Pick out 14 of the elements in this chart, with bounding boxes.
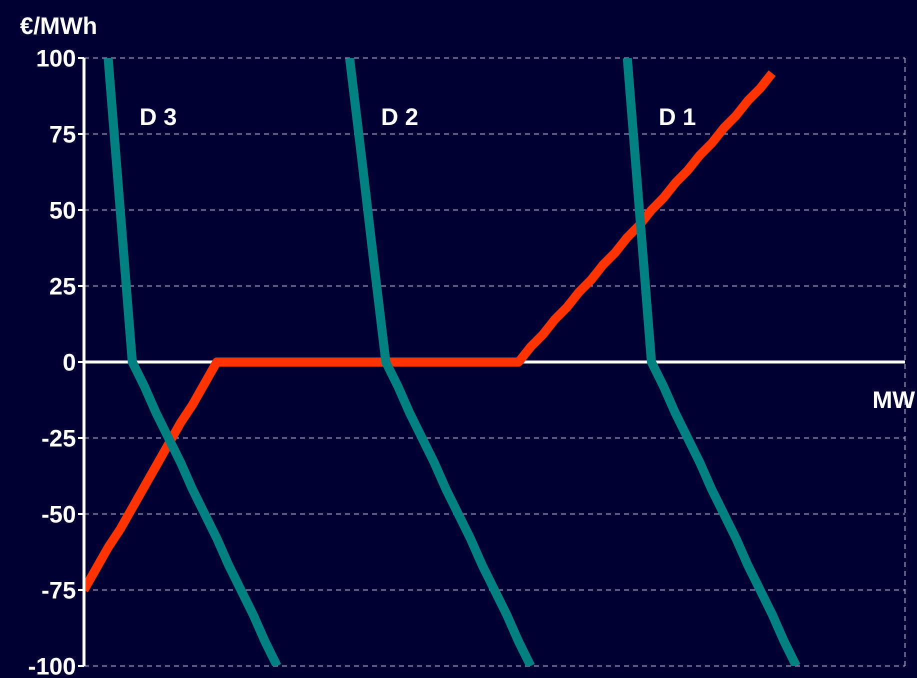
y-tick-label: 50 [49,198,76,225]
series-label: D 1 [658,104,696,131]
series-label: D 2 [380,104,418,131]
y-tick-label: 75 [49,122,76,149]
y-axis-title: €/MWh [20,13,98,40]
y-tick-label: 25 [49,274,76,301]
y-tick-label: -75 [41,578,76,605]
y-tick-label: -25 [41,426,76,453]
y-tick-label: -100 [28,654,76,678]
y-tick-label: 0 [62,350,76,377]
y-tick-label: -50 [41,502,76,529]
y-tick-label: 100 [36,46,76,73]
series-label: D 3 [139,104,177,131]
x-axis-title: MW [872,387,916,414]
